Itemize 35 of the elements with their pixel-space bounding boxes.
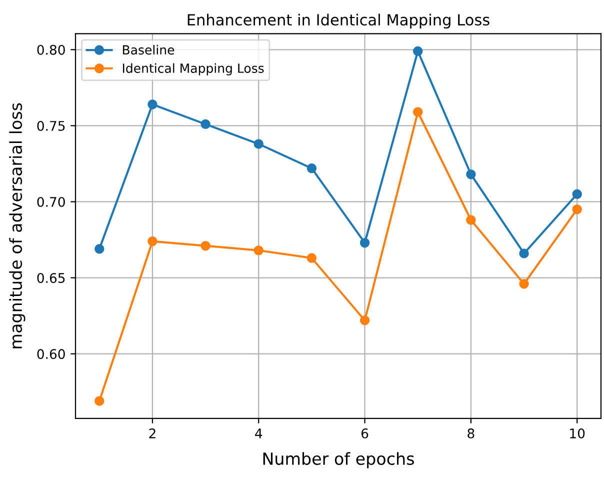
point <box>519 248 529 258</box>
legend-label: Identical Mapping Loss <box>122 63 264 76</box>
point <box>200 240 210 251</box>
point <box>572 189 582 199</box>
y-tick-label: 0.70 <box>37 196 65 207</box>
point <box>148 236 158 246</box>
point <box>466 215 476 225</box>
legend-label: Baseline <box>122 44 174 55</box>
point <box>412 46 423 56</box>
y-tick-label: 0.65 <box>37 273 65 283</box>
point <box>572 204 582 214</box>
point <box>94 396 104 406</box>
x-axis-title: Number of epochs <box>263 452 414 468</box>
point <box>254 246 264 256</box>
point <box>360 238 370 248</box>
point <box>94 244 104 254</box>
y-axis-title: magnitude of adversarial loss <box>9 103 26 348</box>
x-tick-label: 6 <box>362 428 368 438</box>
x-tick-label: 2 <box>149 428 156 438</box>
point <box>306 163 317 174</box>
y-tick-label: 0.75 <box>37 120 65 131</box>
point <box>200 119 210 130</box>
point <box>412 107 423 117</box>
x-tick-label: 10 <box>570 428 585 438</box>
y-tick-label: 0.60 <box>37 349 65 360</box>
x-tick-label: 4 <box>255 428 262 438</box>
point <box>306 253 317 263</box>
x-tick-label: 8 <box>468 428 474 438</box>
point <box>519 279 529 289</box>
point <box>360 316 370 326</box>
point <box>466 169 476 180</box>
chart-title: Enhancement in Identical Mapping Loss <box>188 14 490 29</box>
point <box>254 139 264 149</box>
point <box>148 100 158 110</box>
y-tick-label: 0.80 <box>37 44 65 55</box>
